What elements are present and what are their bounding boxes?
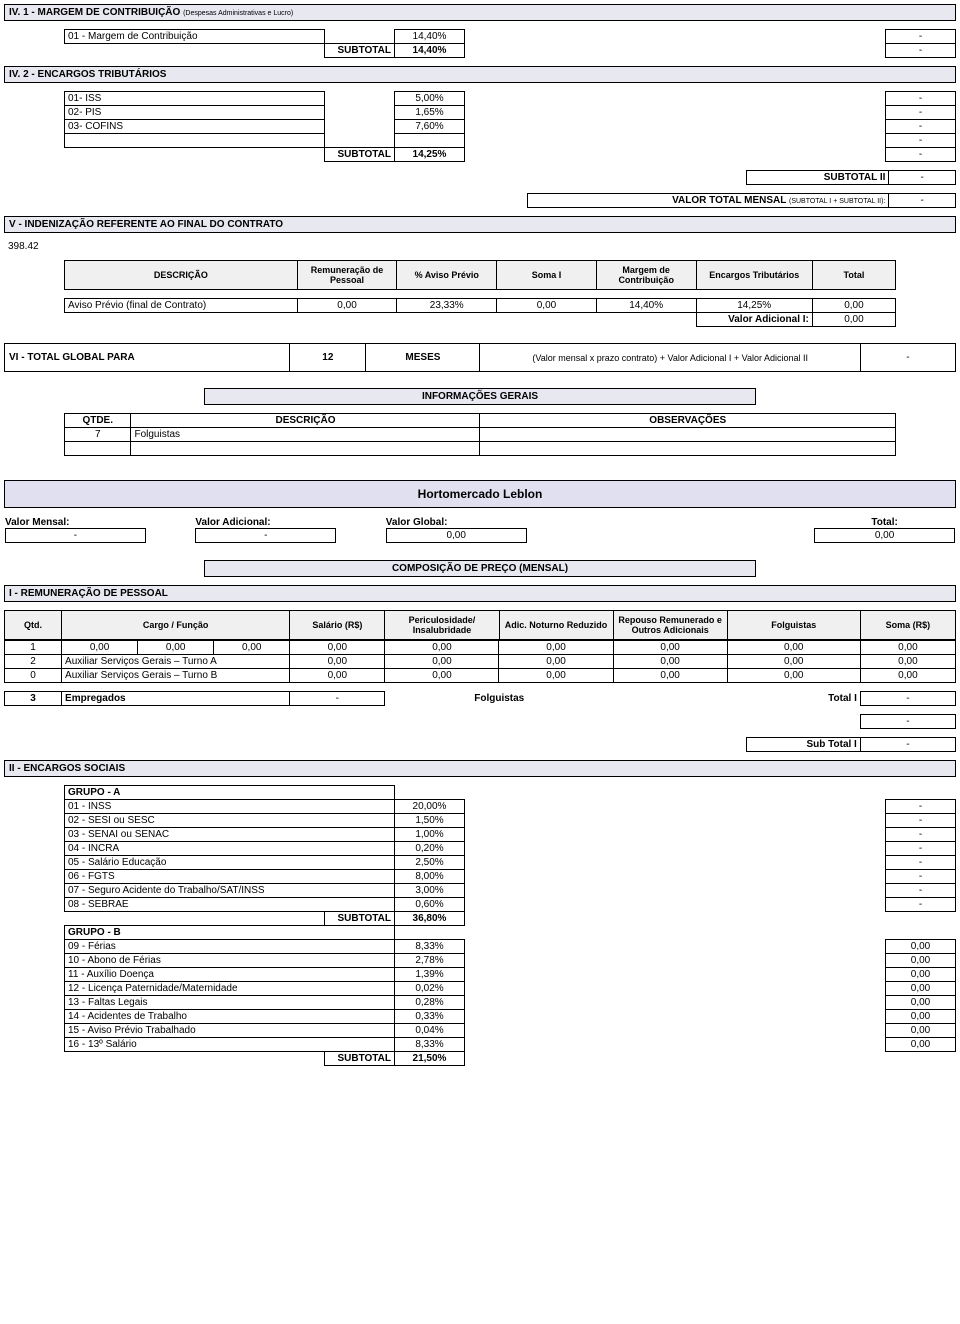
subtotal2-label: SUBTOTAL II <box>746 171 889 185</box>
section-v-header: V - INDENIZAÇÃO REFERENTE AO FINAL DO CO… <box>4 216 956 233</box>
sec-i-header: I - REMUNERAÇÃO DE PESSOAL <box>4 585 956 602</box>
section-iv2-title: IV. 2 - ENCARGOS TRIBUTÁRIOS <box>9 69 166 80</box>
subtotal2-val: - <box>889 171 956 185</box>
sec-v-num: 398.42 <box>4 241 956 252</box>
sec-v-table: DESCRIÇÃO Remuneração de Pessoal % Aviso… <box>64 260 896 290</box>
iv2-table: 01- ISS5,00%- 02- PIS1,65%- 03- COFINS7,… <box>64 91 956 162</box>
section-iv1-sub: (Despesas Administrativas e Lucro) <box>183 10 293 17</box>
iv1-subtotal-label: SUBTOTAL <box>325 44 395 58</box>
total-mensal-label: VALOR TOTAL MENSAL <box>672 195 786 206</box>
section-iv2-header: IV. 2 - ENCARGOS TRIBUTÁRIOS <box>4 66 956 83</box>
iv1-subtotal-pct: 14,40% <box>395 44 465 58</box>
comp-title: COMPOSIÇÃO DE PREÇO (MENSAL) <box>204 560 756 577</box>
info-gerais-title: INFORMAÇÕES GERAIS <box>204 388 756 405</box>
total-mensal-val: - <box>889 194 956 208</box>
iv1-row-val: - <box>886 30 956 44</box>
leblon-title: Hortomercado Leblon <box>4 480 956 508</box>
sec-ii-header: II - ENCARGOS SOCIAIS <box>4 760 956 777</box>
iv1-subtotal-val: - <box>886 44 956 58</box>
total-mensal-sub: (SUBTOTAL I + SUBTOTAL II): <box>789 198 885 205</box>
encargos-table: GRUPO - A 01 - INSS20,00%- 02 - SESI ou … <box>64 785 956 1066</box>
section-iv1-title: IV. 1 - MARGEM DE CONTRIBUIÇÃO <box>9 7 180 18</box>
iv1-row-label: 01 - Margem de Contribuição <box>65 30 325 44</box>
iv1-row-pct: 14,40% <box>395 30 465 44</box>
sec-vi-label: VI - TOTAL GLOBAL PARA <box>5 344 290 372</box>
section-iv1-header: IV. 1 - MARGEM DE CONTRIBUIÇÃO (Despesas… <box>4 4 956 21</box>
iv1-table: 01 - Margem de Contribuição 14,40% - SUB… <box>64 29 956 58</box>
sec-i-hdr-table: Qtd. Cargo / Função Salário (R$) Pericul… <box>4 610 956 640</box>
